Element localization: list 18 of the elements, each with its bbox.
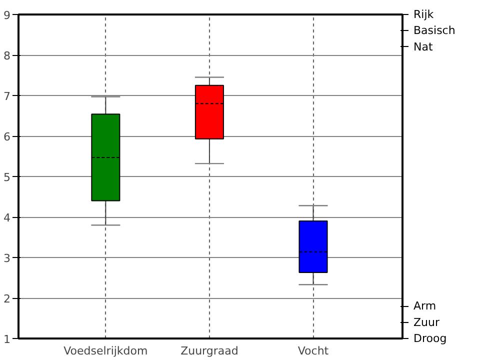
y-tick-label: 8	[4, 50, 10, 62]
x-tick-label: Vocht	[298, 344, 330, 358]
y-tick-label: 3	[4, 252, 10, 265]
y-tick-label: 6	[4, 130, 10, 144]
x-tick-label: Zuurgraad	[180, 344, 238, 358]
text: Zuur	[414, 316, 440, 329]
y-tick-label: 9	[4, 9, 10, 22]
y-tick-label: 4	[4, 212, 10, 224]
text: Basisch	[414, 24, 456, 38]
y-tick-label: 5	[4, 171, 10, 184]
y-tick-label: 1	[4, 333, 10, 346]
x-tick-label: Voedselrijkdom	[64, 344, 148, 358]
text: Rijk	[414, 8, 434, 21]
y-tick-label: 7	[4, 90, 10, 103]
text: Droog	[414, 332, 447, 345]
y-tick-label: 2	[4, 292, 10, 306]
text: Arm	[414, 300, 436, 313]
text: Nat	[414, 40, 434, 54]
